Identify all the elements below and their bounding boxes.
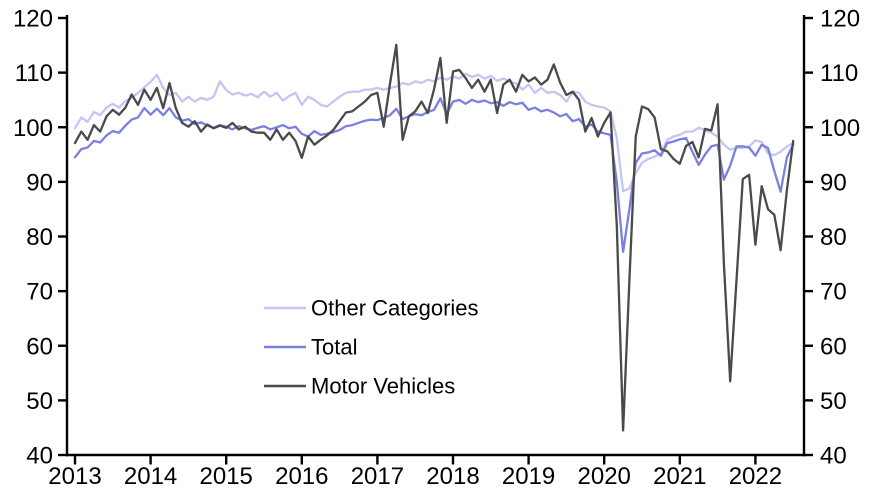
y-axis-left-label: 120 <box>13 6 53 33</box>
legend-label-motor-vehicles: Motor Vehicles <box>311 374 455 399</box>
legend-label-other-categories: Other Categories <box>311 296 479 321</box>
y-axis-right-label: 120 <box>820 6 860 33</box>
y-axis-left-label: 100 <box>13 115 53 142</box>
y-axis-left-label: 80 <box>26 224 53 251</box>
y-axis-left-label: 60 <box>26 333 53 360</box>
y-axis-right-label: 110 <box>820 60 858 87</box>
y-axis-right-label: 70 <box>820 279 847 306</box>
x-axis-label-2015: 2015 <box>200 463 253 490</box>
series-line-total <box>73 97 795 253</box>
y-axis-left-label: 50 <box>26 388 53 415</box>
x-axis-label-2017: 2017 <box>351 463 404 490</box>
y-axis-right-label: 90 <box>820 169 847 196</box>
x-axis-label-2022: 2022 <box>729 463 782 490</box>
y-axis-right-label: 40 <box>820 443 847 470</box>
x-axis-label-2021: 2021 <box>653 463 706 490</box>
legend-label-total: Total <box>311 335 357 360</box>
x-axis-label-2020: 2020 <box>578 463 631 490</box>
y-axis-right-label: 50 <box>820 388 847 415</box>
y-axis-left-label: 110 <box>15 60 53 87</box>
x-axis-label-2016: 2016 <box>275 463 328 490</box>
y-axis-right-label: 100 <box>820 115 860 142</box>
y-axis-left-label: 40 <box>26 443 53 470</box>
y-axis-right-label: 80 <box>820 224 847 251</box>
x-axis-label-2019: 2019 <box>502 463 555 490</box>
y-axis-right-label: 60 <box>820 333 847 360</box>
series-line-other-categories <box>73 72 795 193</box>
x-axis-label-2018: 2018 <box>426 463 479 490</box>
y-axis-left-label: 90 <box>26 169 53 196</box>
x-axis-label-2014: 2014 <box>124 463 177 490</box>
y-axis-left-label: 70 <box>26 279 53 306</box>
series-line-motor-vehicles <box>73 43 795 432</box>
x-axis-label-2013: 2013 <box>48 463 101 490</box>
